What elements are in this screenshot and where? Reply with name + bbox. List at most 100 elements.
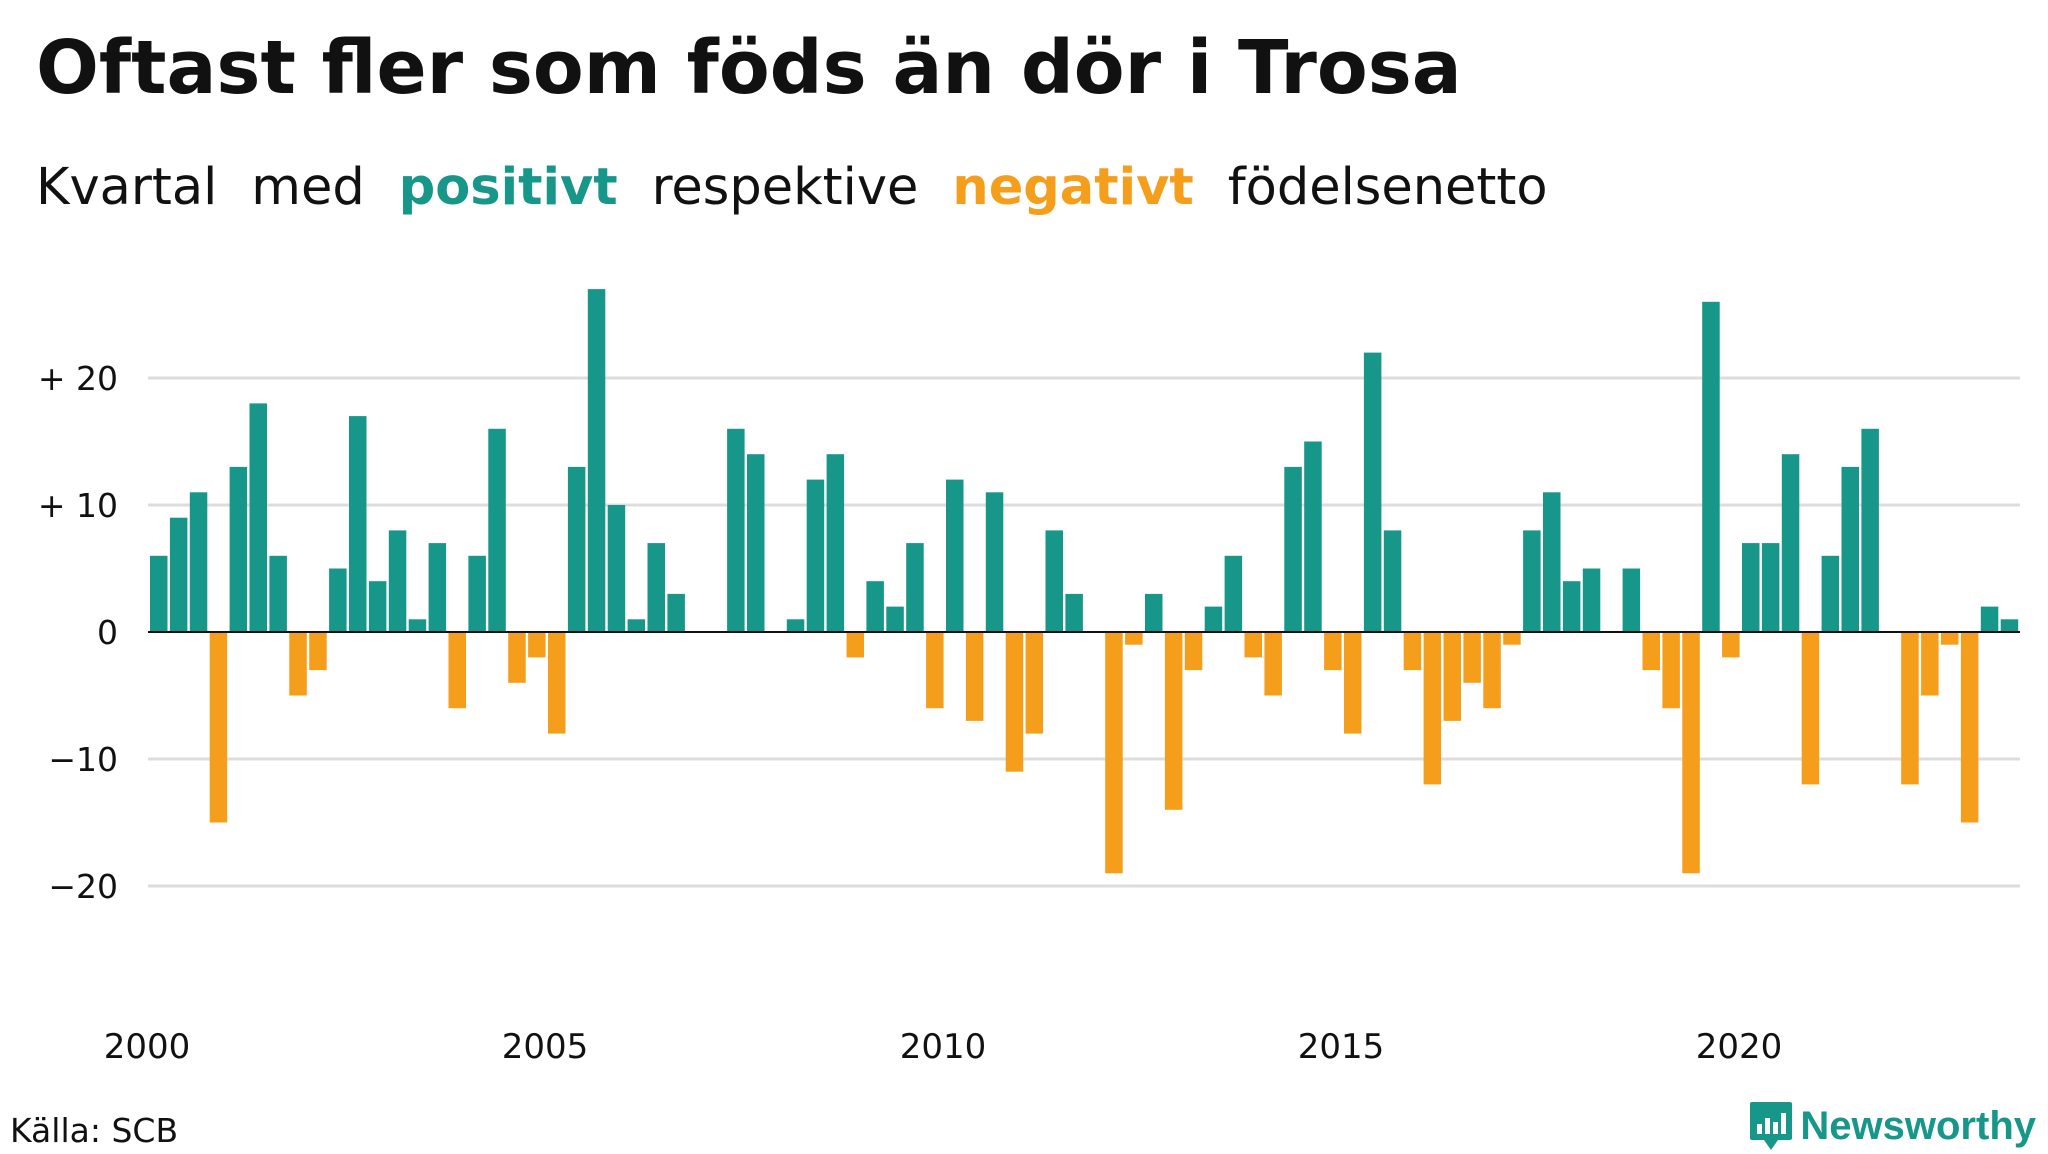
bar-positive (1284, 466, 1302, 632)
bar-positive (567, 466, 586, 632)
bar-positive (866, 581, 884, 632)
bar-negative (1125, 632, 1143, 645)
bar-positive (587, 289, 606, 632)
bar-negative (1164, 632, 1183, 810)
x-tick-label: 2015 (1298, 1027, 1385, 1067)
bar-negative (1403, 632, 1422, 671)
subtitle-word-fodelsenetto: födelsenetto (1227, 158, 1548, 217)
subtitle-word-kvartal: Kvartal (36, 158, 218, 217)
bar-positive (806, 479, 825, 632)
bar-positive (1761, 543, 1780, 632)
bar-positive (1045, 530, 1063, 632)
bar-negative (309, 632, 327, 671)
bar-negative (508, 632, 526, 683)
y-tick-label: −10 (48, 740, 118, 779)
y-tick-label: −20 (48, 867, 118, 906)
bar-positive (1204, 606, 1223, 632)
bar-positive (1145, 593, 1163, 632)
y-tick-label: + 20 (38, 359, 118, 398)
bar-positive (607, 505, 626, 632)
x-axis-tick-labels: 2000 2005 2010 2015 2020 (104, 1027, 1783, 1067)
y-tick-label: + 10 (38, 486, 118, 525)
subtitle-negative-label: negativt (952, 158, 1194, 217)
bar-negative (1324, 632, 1342, 671)
bar-positive (1224, 555, 1243, 632)
bar-positive (1363, 352, 1382, 632)
bar-negative (846, 632, 864, 658)
bar-positive (1543, 492, 1561, 632)
bar-positive (747, 454, 765, 632)
bar-positive (1980, 606, 1999, 632)
bar-positive (1841, 466, 1859, 632)
bar-positive (388, 530, 407, 632)
bar-positive (826, 454, 845, 632)
bar-positive (727, 428, 745, 632)
bar-positive (269, 555, 287, 632)
x-tick-label: 2000 (104, 1027, 191, 1067)
bar-positive (329, 568, 347, 632)
bar-negative (1264, 632, 1282, 696)
bar-positive (1702, 301, 1720, 632)
chart-title: Oftast fler som föds än dör i Trosa (36, 25, 1462, 111)
bar-negative (1941, 632, 1959, 645)
bar-negative (1801, 632, 1820, 785)
bar-negative (548, 632, 566, 734)
bar-negative (209, 632, 228, 823)
bar-negative (965, 632, 984, 721)
bar-negative (926, 632, 944, 709)
bar-positive (1304, 441, 1322, 632)
bar-positive (189, 492, 208, 632)
bar-negative (1642, 632, 1660, 671)
bar-negative (528, 632, 546, 658)
bar-chart: + 20 + 10 0 −10 −20 2000 2005 2010 2015 2020 (38, 289, 2020, 1067)
x-tick-label: 2010 (900, 1027, 987, 1067)
bar-negative (1901, 632, 1919, 785)
bar-positive (2000, 619, 2019, 632)
bar-negative (1960, 632, 1979, 823)
bar-negative (1662, 632, 1680, 709)
bar-positive (1821, 555, 1840, 632)
bar-negative (1105, 632, 1123, 874)
source-note: Källa: SCB (10, 1111, 179, 1150)
bar-negative (1921, 632, 1939, 696)
bar-positive (946, 479, 964, 632)
bar-negative (1483, 632, 1501, 709)
bar-positive (667, 593, 685, 632)
bar-negative (1184, 632, 1203, 671)
bar-positive (368, 581, 387, 632)
bar-positive (468, 555, 486, 632)
bar-negative (1423, 632, 1442, 785)
bar-negative (1005, 632, 1024, 772)
brand-name: Newsworthy (1800, 1104, 2036, 1148)
bar-positive (886, 606, 904, 632)
bar-positive (1562, 581, 1581, 632)
bar-positive (1622, 568, 1641, 632)
bar-positive (627, 619, 646, 632)
bar-positive (150, 555, 168, 632)
bar-positive (1742, 543, 1760, 632)
x-tick-label: 2005 (502, 1027, 589, 1067)
bar-positive (786, 619, 805, 632)
subtitle-positive-label: positivt (398, 158, 618, 217)
bar-positive (169, 517, 188, 632)
bar-positive (1383, 530, 1402, 632)
bar-negative (448, 632, 466, 709)
bar-positive (349, 416, 367, 632)
subtitle-word-respektive: respektive (651, 158, 919, 217)
bar-positive (647, 543, 665, 632)
bar-negative (1682, 632, 1700, 874)
bar-positive (1523, 530, 1541, 632)
bar-positive (408, 619, 427, 632)
bar-negative (1503, 632, 1521, 645)
bar-negative (1722, 632, 1740, 658)
bar-negative (1443, 632, 1461, 721)
bars (150, 289, 2019, 874)
bar-positive (1582, 568, 1601, 632)
bar-positive (249, 403, 267, 632)
newsworthy-logo-icon (1750, 1102, 1793, 1150)
bar-positive (428, 543, 447, 632)
bar-positive (1065, 593, 1083, 632)
subtitle-word-med: med (251, 158, 365, 217)
bar-positive (985, 492, 1004, 632)
bar-positive (1781, 454, 1800, 632)
